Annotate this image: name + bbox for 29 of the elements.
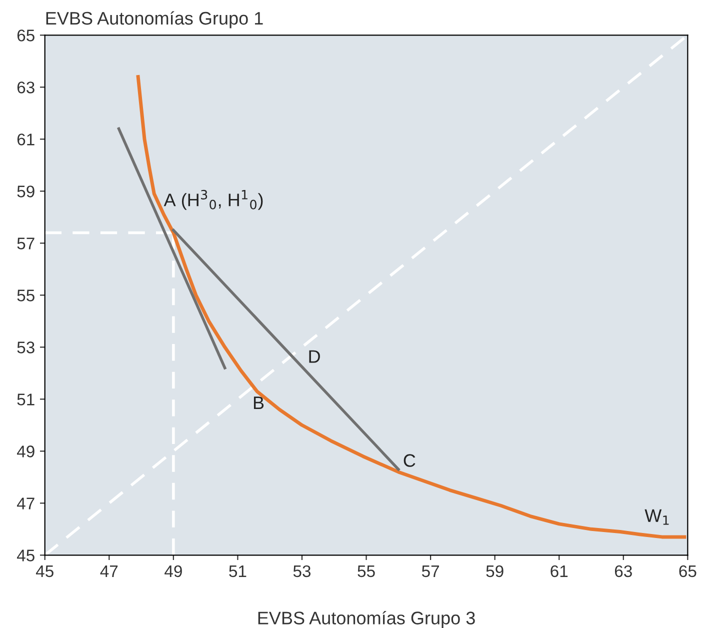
x-tick-label: 51 bbox=[229, 565, 246, 578]
x-tick-label: 63 bbox=[614, 565, 632, 578]
y-axis-title: EVBS Autonomías Grupo 1 bbox=[46, 11, 263, 28]
x-tick-label: 55 bbox=[358, 565, 375, 578]
x-tick-label: 45 bbox=[36, 565, 54, 578]
x-tick-label: 47 bbox=[100, 565, 118, 577]
annotation: D bbox=[309, 350, 320, 363]
x-tick-label: 59 bbox=[486, 565, 504, 578]
y-tick-label: 55 bbox=[17, 290, 34, 302]
y-tick-label: 47 bbox=[16, 498, 34, 510]
annotation: A (H$^{3}$$_{0}$, H$^{1}$$_{0}$) bbox=[164, 190, 263, 210]
annotation: B bbox=[254, 396, 264, 410]
y-tick-label: 59 bbox=[17, 186, 34, 198]
y-tick-label: 53 bbox=[17, 342, 34, 354]
y-tick-label: 61 bbox=[17, 134, 34, 146]
x-tick-label: 49 bbox=[164, 565, 182, 578]
y-tick-label: 49 bbox=[16, 446, 34, 458]
y-tick-label: 45 bbox=[16, 550, 34, 562]
x-tick-label: 53 bbox=[293, 565, 311, 578]
x-axis-title: EVBS Autonomías Grupo 3 bbox=[258, 610, 475, 628]
x-tick-label: 57 bbox=[422, 565, 439, 578]
x-tick-label: 61 bbox=[550, 565, 568, 578]
y-tick-label: 51 bbox=[17, 394, 34, 406]
y-tick-label: 65 bbox=[17, 30, 34, 42]
y-tick-label: 57 bbox=[17, 238, 34, 250]
annotation: C bbox=[404, 454, 416, 467]
x-tick-label: 65 bbox=[679, 565, 696, 578]
annotation: W$_{1}$ bbox=[644, 509, 669, 525]
y-tick-label: 63 bbox=[17, 82, 34, 94]
